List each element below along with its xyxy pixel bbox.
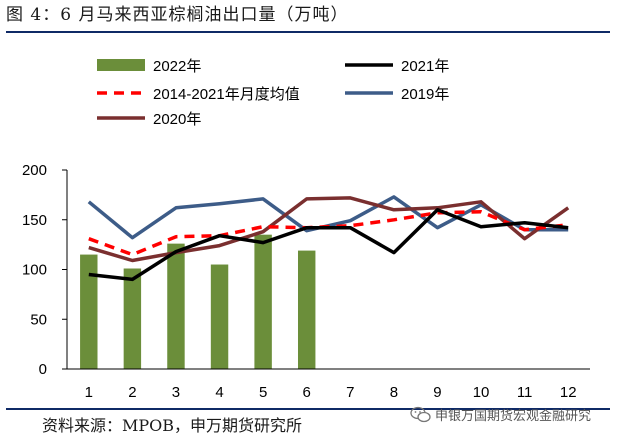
x-tick-label: 12 bbox=[560, 384, 577, 401]
bottom-rule bbox=[6, 408, 610, 410]
line-2021 bbox=[88, 208, 569, 282]
bar-2022-5 bbox=[254, 234, 272, 369]
x-tick-label: 3 bbox=[172, 384, 180, 401]
legend-label: 2019年 bbox=[401, 86, 449, 103]
bar-2022-1 bbox=[80, 254, 98, 369]
legend-label: 2014-2021年月度均值 bbox=[153, 86, 300, 103]
x-tick-label: 6 bbox=[303, 384, 311, 401]
y-tick-label: 200 bbox=[22, 162, 47, 179]
x-tick-label: 10 bbox=[473, 384, 490, 401]
bar-2022-2 bbox=[123, 268, 142, 369]
bar-2022-3 bbox=[167, 243, 185, 369]
watermark-text: 申银万国期货宏观金融研究 bbox=[435, 409, 592, 424]
legend-swatch-2022 bbox=[97, 59, 145, 71]
wechat-icon bbox=[410, 406, 431, 422]
bar-2022-6 bbox=[297, 250, 316, 369]
legend-label: 2020年 bbox=[153, 111, 201, 128]
watermark: 申银万国期货宏观金融研究 bbox=[410, 405, 591, 424]
x-tick-label: 5 bbox=[259, 384, 267, 401]
y-tick-label: 50 bbox=[30, 311, 47, 328]
figure-title: 图 4：6 月马来西亚棕榈油出口量（万吨） bbox=[6, 5, 349, 25]
x-tick-label: 7 bbox=[346, 384, 354, 401]
y-tick-label: 100 bbox=[22, 262, 47, 279]
top-rule bbox=[6, 31, 610, 33]
x-tick-label: 2 bbox=[128, 384, 136, 401]
bar-2022-4 bbox=[210, 264, 229, 369]
legend-label: 2022年 bbox=[153, 58, 201, 75]
x-tick-label: 1 bbox=[85, 384, 93, 401]
line-2020 bbox=[88, 196, 570, 263]
x-tick-label: 11 bbox=[517, 384, 533, 401]
y-tick-label: 150 bbox=[22, 212, 47, 229]
legend-label: 2021年 bbox=[401, 58, 449, 75]
x-tick-label: 9 bbox=[433, 384, 441, 401]
source-note: 资料来源：MPOB，申万期货研究所 bbox=[42, 416, 303, 435]
x-tick-label: 4 bbox=[215, 384, 223, 401]
x-tick-label: 8 bbox=[390, 384, 398, 401]
y-tick-label: 0 bbox=[39, 361, 47, 378]
